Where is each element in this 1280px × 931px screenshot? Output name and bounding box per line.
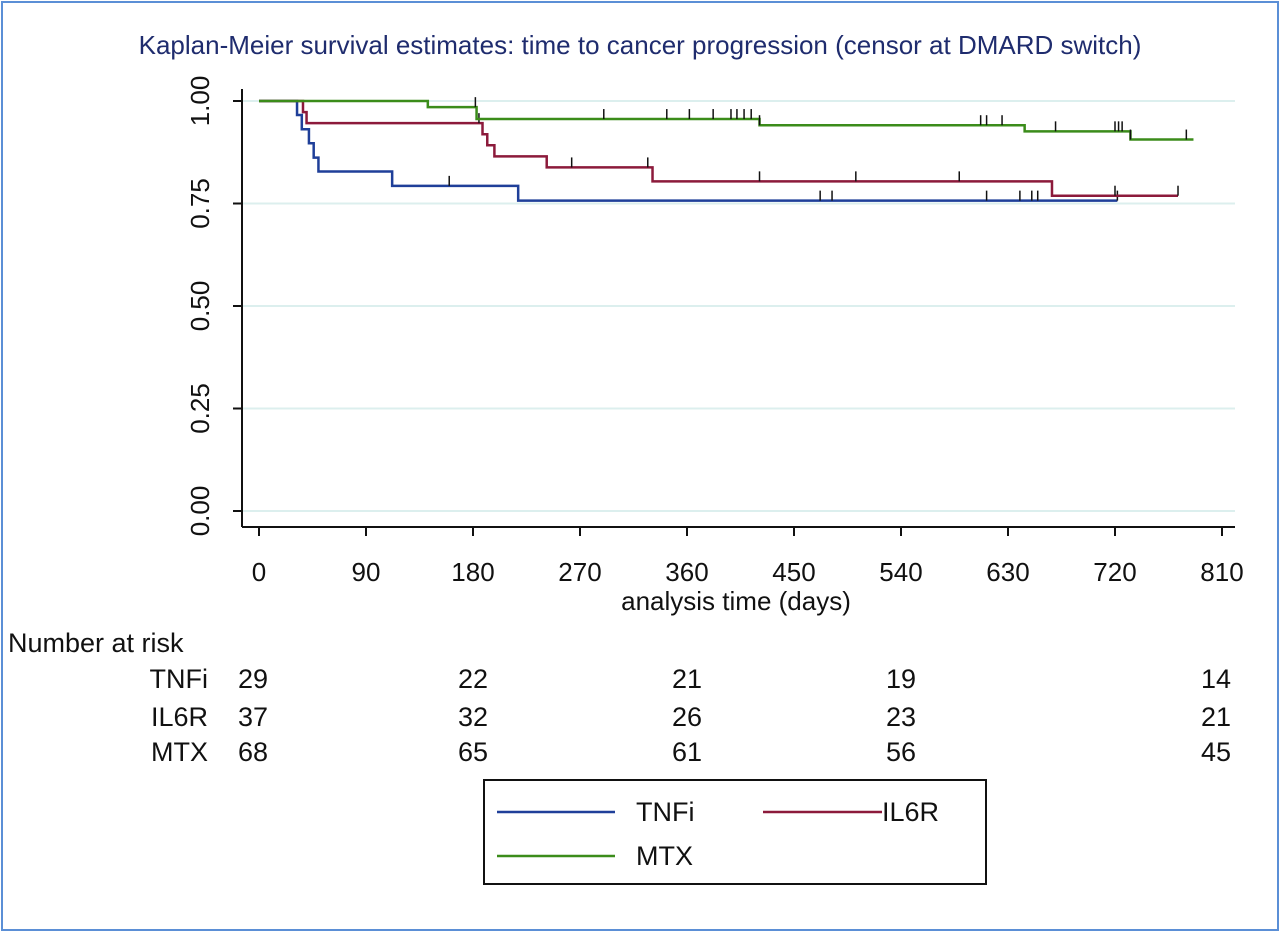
risk-value: 22 [458,664,488,694]
x-tick-label: 630 [986,557,1029,587]
axes: 0.00 0.25 0.50 0.75 1.00 0 90 180 270 360 450 540 63… [185,76,1244,587]
risk-value: 21 [672,664,702,694]
x-tick-label: 810 [1200,557,1243,587]
x-tick-label: 450 [772,557,815,587]
risk-row-label: MTX [151,737,208,767]
risk-value: 61 [672,737,702,767]
legend-box [483,779,987,885]
x-tick-label: 180 [451,557,494,587]
y-tick-label: 0.50 [185,281,215,332]
legend-label-mtx: MTX [636,841,693,871]
risk-value: 23 [886,702,916,732]
risk-value: 32 [458,702,488,732]
risk-value: 45 [1201,737,1231,767]
chart-title: Kaplan-Meier survival estimates: time to… [139,30,1142,60]
series-line-mtx [259,99,1194,141]
y-tick-label: 0.00 [185,486,215,537]
x-tick-label: 360 [665,557,708,587]
y-tick-label: 0.75 [185,178,215,229]
legend-label-il6r: IL6R [882,797,939,827]
x-tick-label: 720 [1093,557,1136,587]
risk-value: 26 [672,702,702,732]
y-tick-label: 0.25 [185,383,215,434]
series-line-tnfi [259,99,1118,202]
risk-value: 37 [238,702,268,732]
x-axis-label: analysis time (days) [621,586,851,616]
legend-label-tnfi: TNFi [636,797,694,827]
x-tick-label: 90 [352,557,381,587]
x-tick-label: 540 [879,557,922,587]
risk-value: 14 [1201,664,1231,694]
series-line-il6r [259,99,1179,197]
risk-table: Number at risk TNFi 29 22 21 19 14 IL6R 37 32 26 2… [8,628,1231,767]
risk-value: 65 [458,737,488,767]
series-lines [259,97,1194,202]
risk-value: 19 [886,664,916,694]
risk-row-label: IL6R [151,702,208,732]
risk-row-label: TNFi [150,664,208,694]
risk-value: 56 [886,737,916,767]
x-tick-label: 0 [252,557,266,587]
x-tick-label: 270 [558,557,601,587]
risk-value: 29 [238,664,268,694]
gridlines [242,100,1235,512]
risk-value: 68 [238,737,268,767]
risk-value: 21 [1201,702,1231,732]
legend: TNFi IL6R MTX [483,779,987,885]
risk-table-title: Number at risk [8,628,184,658]
y-tick-label: 1.00 [185,76,215,127]
